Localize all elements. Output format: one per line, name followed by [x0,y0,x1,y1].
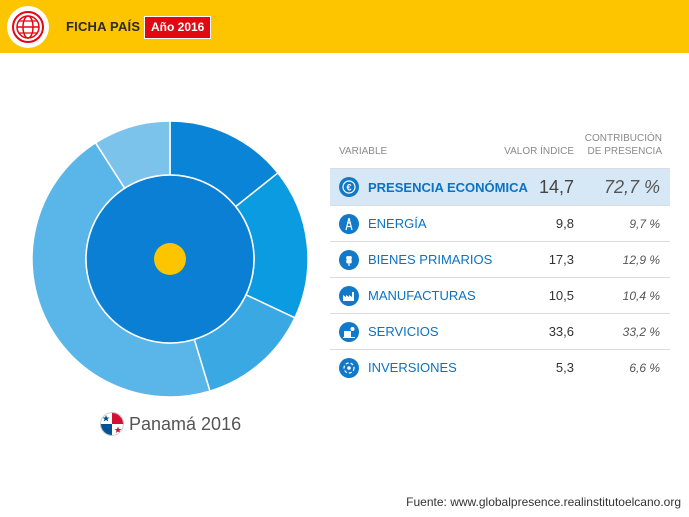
row-contribution-value: 33,2 % [622,324,660,339]
row-label: BIENES PRIMARIOS [368,252,493,267]
wheat-icon [339,249,359,270]
header-index: VALOR ÍNDICE [504,146,574,157]
row-index-value: 5,3 [555,360,574,375]
table-row[interactable]: € PRESENCIA ECONÓMICA 14,7 72,7 % [330,168,670,205]
presence-donut-chart [31,120,309,398]
page-title: FICHA PAÍS [66,19,141,34]
row-label: INVERSIONES [368,360,457,375]
euro-icon: € [339,177,359,197]
table-row[interactable]: INVERSIONES 5,3 6,6 % [330,349,670,385]
country-caption: Panamá 2016 [100,412,241,436]
row-index-value: 9,8 [555,216,574,231]
header-contribution: CONTRIBUCIÓN DE PRESENCIA [584,133,662,157]
table-row[interactable]: ENERGÍA 9,8 9,7 % [330,205,670,241]
variables-table: VARIABLE VALOR ÍNDICE CONTRIBUCIÓN DE PR… [330,128,670,385]
row-label: MANUFACTURAS [368,288,476,303]
panama-flag-icon [100,412,124,436]
row-contribution-value: 72,7 % [603,176,660,197]
header-variable: VARIABLE [339,146,388,157]
row-label: PRESENCIA ECONÓMICA [368,179,528,195]
globe-icon[interactable] [7,6,49,48]
svg-text:€: € [346,183,351,193]
row-index-value: 17,3 [548,252,574,267]
oil-derrick-icon [339,213,359,234]
table-header: VARIABLE VALOR ÍNDICE CONTRIBUCIÓN DE PR… [330,128,670,168]
country-name: Panamá 2016 [129,413,242,434]
table-row[interactable]: SERVICIOS 33,6 33,2 % [330,313,670,349]
factory-icon [339,285,359,306]
center-dot [154,243,186,275]
row-label: SERVICIOS [368,324,439,339]
services-icon [339,321,359,342]
investment-icon [339,357,359,378]
row-index-value: 10,5 [548,288,574,303]
row-contribution-value: 9,7 % [629,216,660,231]
row-contribution-value: 12,9 % [622,252,660,267]
row-contribution-value: 6,6 % [629,360,660,375]
row-label: ENERGÍA [368,216,427,231]
table-row[interactable]: BIENES PRIMARIOS 17,3 12,9 % [330,241,670,277]
row-index-value: 33,6 [548,324,574,339]
top-bar: FICHA PAÍS Año 2016 [0,0,689,53]
year-badge: Año 2016 [144,16,212,39]
row-contribution-value: 10,4 % [622,288,660,303]
table-row[interactable]: MANUFACTURAS 10,5 10,4 % [330,277,670,313]
row-index-value: 14,7 [538,176,574,197]
source-footer: Fuente: www.globalpresence.realinstituto… [406,495,681,509]
